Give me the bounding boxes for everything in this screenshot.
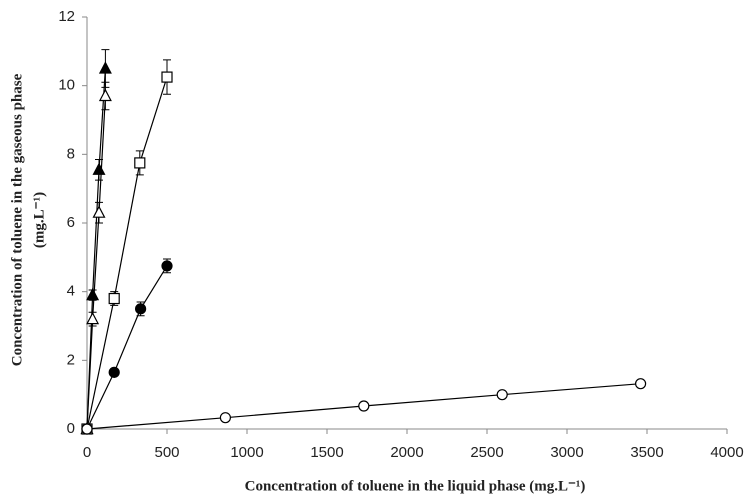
triangle-marker <box>86 311 100 325</box>
triangle-marker <box>92 205 106 218</box>
circle-marker <box>161 260 173 272</box>
x-tick-label: 3000 <box>550 444 583 461</box>
trend-line <box>86 265 168 430</box>
circle-marker <box>135 303 147 315</box>
x-tick-label: 500 <box>154 444 179 461</box>
circle-marker <box>634 378 647 390</box>
triangle-marker <box>98 61 112 74</box>
circle-marker <box>108 366 120 378</box>
trend-line <box>86 68 106 430</box>
y-tick-label: 8 <box>67 145 75 162</box>
x-tick-label: 1500 <box>310 444 343 461</box>
y-tick-label: 10 <box>58 77 75 94</box>
triangle-marker <box>98 88 112 102</box>
x-tick-label: 4000 <box>710 444 743 461</box>
square-marker <box>108 292 120 305</box>
square-marker <box>161 71 173 83</box>
x-tick-label: 0 <box>83 444 91 461</box>
y-axis-title: (mg.L⁻¹) <box>31 192 47 248</box>
circle-marker <box>219 412 231 424</box>
y-tick-label: 6 <box>67 214 75 231</box>
triangle-marker <box>92 162 106 175</box>
circle-marker <box>81 423 93 435</box>
trend-line <box>86 95 106 430</box>
triangle-marker <box>86 287 100 301</box>
y-axis-title-group: Concentration of toluene in the gaseous … <box>9 73 47 366</box>
x-axis-title: Concentration of toluene in the liquid p… <box>245 478 586 494</box>
y-axis-title: Concentration of toluene in the gaseous … <box>9 73 25 366</box>
x-tick-label: 1000 <box>230 444 263 461</box>
x-tick-label: 3500 <box>630 444 663 461</box>
x-tick-label: 2500 <box>470 444 503 461</box>
y-tick-label: 4 <box>67 283 75 300</box>
square-marker <box>134 157 146 169</box>
x-tick-label: 2000 <box>390 444 423 461</box>
circle-marker <box>358 400 370 412</box>
trend-line <box>86 76 168 430</box>
y-tick-label: 2 <box>67 351 75 368</box>
y-tick-label: 0 <box>67 420 75 437</box>
y-tick-label: 12 <box>58 8 75 25</box>
circle-marker <box>496 389 508 401</box>
